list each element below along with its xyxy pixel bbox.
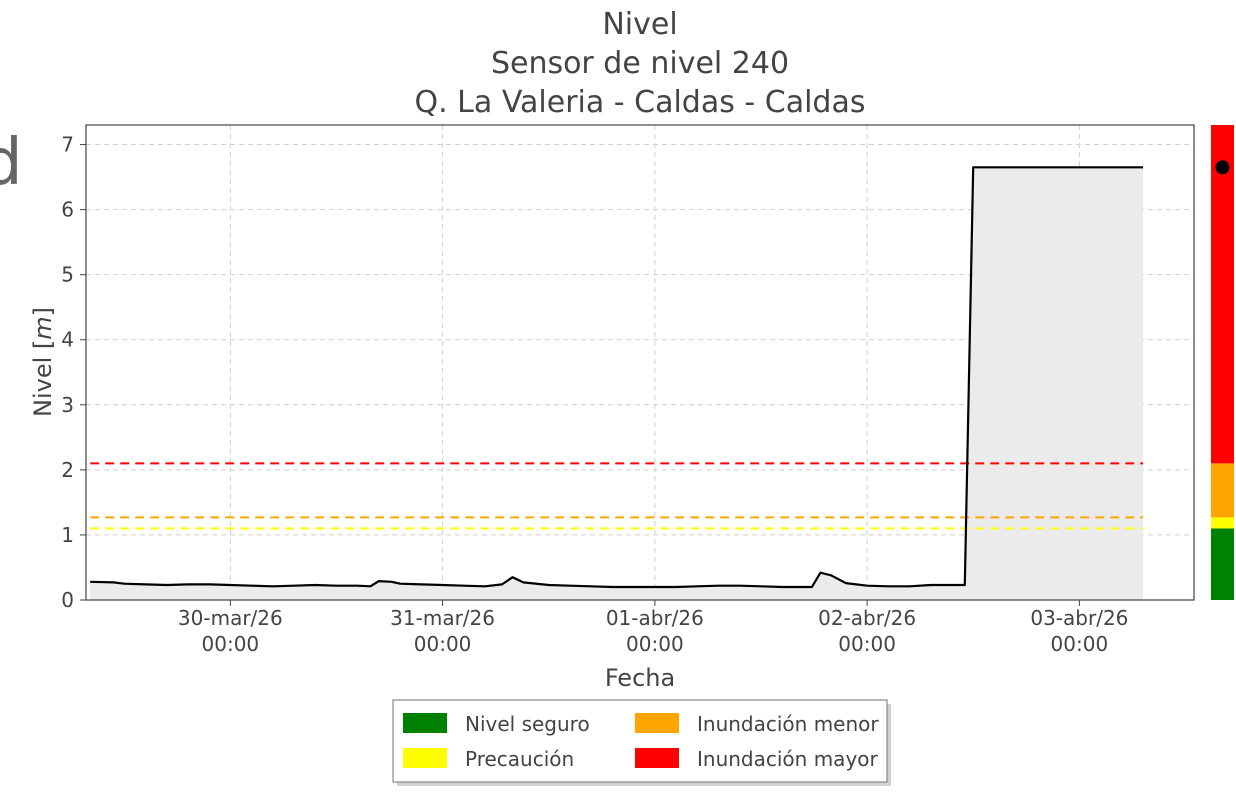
legend-swatch	[635, 713, 679, 733]
level-bar-segment	[1211, 463, 1234, 518]
y-tick-label: 3	[61, 393, 74, 417]
x-tick-label-date: 31-mar/26	[390, 606, 495, 630]
y-tick-label: 1	[61, 523, 74, 547]
y-tick-label: 4	[61, 328, 74, 352]
y-tick-label: 0	[61, 588, 74, 612]
y-axis-label-suffix: ]	[29, 307, 57, 316]
level-bar-segment	[1211, 125, 1234, 464]
legend-swatch	[635, 748, 679, 768]
y-axis-label: Nivel [m]	[29, 307, 57, 417]
legend-label: Precaución	[465, 747, 574, 771]
level-color-bar	[1211, 125, 1234, 600]
y-tick-label: 2	[61, 458, 74, 482]
series-area-fill	[90, 167, 1144, 601]
x-tick-label-time: 00:00	[202, 632, 260, 656]
series-line	[90, 166, 1144, 589]
x-axis-label: Fecha	[605, 664, 675, 692]
x-tick-label-time: 00:00	[626, 632, 684, 656]
x-tick-label-date: 30-mar/26	[178, 606, 283, 630]
level-bar-segment	[1211, 517, 1234, 529]
legend: Nivel seguro Inundación menor Precaución In…	[392, 699, 891, 786]
y-axis-ticks: 0 1 2 3 4 5 6 7	[61, 133, 86, 612]
cropped-glyph: d	[0, 126, 23, 200]
legend-label: Nivel seguro	[465, 712, 590, 736]
x-tick-label-time: 00:00	[414, 632, 472, 656]
current-level-marker	[1215, 160, 1230, 175]
y-tick-label: 6	[61, 198, 74, 222]
y-axis-label-unit: m	[29, 316, 57, 339]
chart-title-line-2: Sensor de nivel 240	[491, 46, 789, 81]
series-area	[90, 167, 1144, 601]
legend-label: Inundación mayor	[697, 747, 879, 771]
x-tick-label-date: 03-abr/26	[1030, 606, 1128, 630]
legend-swatch	[403, 748, 447, 768]
chart-title-line-3: Q. La Valeria - Caldas - Caldas	[415, 85, 866, 120]
plot-frame	[85, 124, 1195, 601]
legend-label: Inundación menor	[697, 712, 879, 736]
y-tick-label: 5	[61, 263, 74, 287]
x-tick-label-time: 00:00	[838, 632, 896, 656]
chart-title-line-1: Nivel	[602, 7, 677, 42]
y-tick-label: 7	[61, 133, 74, 157]
x-tick-label-date: 01-abr/26	[606, 606, 704, 630]
x-tick-label-date: 02-abr/26	[818, 606, 916, 630]
y-axis-label-prefix: Nivel [	[29, 340, 57, 417]
x-tick-label-time: 00:00	[1051, 632, 1109, 656]
level-bar-segment	[1211, 528, 1234, 600]
series-line-path	[90, 166, 1144, 589]
legend-swatch	[403, 713, 447, 733]
x-axis-ticks: 30-mar/2600:0031-mar/2600:0001-abr/2600:…	[178, 600, 1128, 656]
